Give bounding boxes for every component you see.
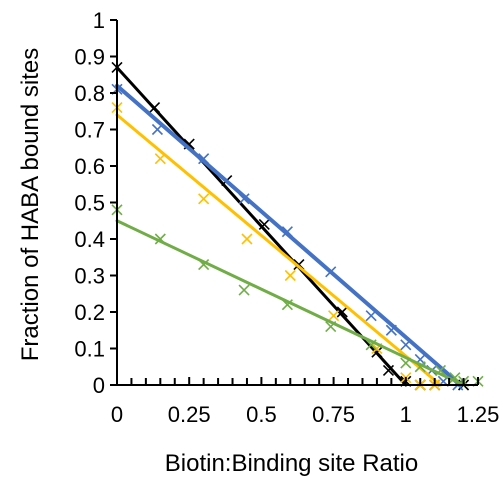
data-point: [325, 321, 337, 333]
data-point: [371, 346, 383, 358]
marker-stroke: [151, 123, 163, 136]
marker-stroke: [371, 346, 383, 358]
x-tick-label: 0.5: [246, 402, 277, 427]
data-point: [382, 364, 395, 376]
marker-stroke: [414, 361, 426, 373]
marker-stroke: [198, 193, 210, 205]
series-1: [111, 61, 470, 391]
marker-stroke: [154, 153, 166, 165]
marker-stroke: [325, 321, 337, 333]
series-3: [111, 102, 442, 391]
axes: [110, 19, 479, 386]
marker-stroke: [434, 364, 447, 376]
y-tick-label: 0.5: [74, 191, 105, 216]
data-point: [400, 339, 412, 351]
tick-labels: 0 0.1 0.2 0.3 0.4 0.5 0.6 0.7 0.8 0.9 1 0 0.25 0.5 0.7…: [74, 8, 499, 427]
x-tick-label: 0: [111, 402, 123, 427]
data-point: [148, 102, 161, 114]
data-point: [400, 357, 412, 369]
marker-stroke: [365, 339, 377, 351]
data-point: [281, 299, 293, 311]
marker-stroke: [328, 310, 340, 322]
y-tick-label: 0.1: [74, 337, 105, 362]
y-tick-label: 0.3: [74, 264, 105, 289]
data-point: [336, 306, 348, 318]
x-tick-label: 1: [400, 402, 412, 427]
data-point: [154, 153, 166, 165]
marker-stroke: [258, 218, 270, 230]
marker-stroke: [281, 226, 293, 238]
y-tick-label: 0.6: [74, 154, 105, 179]
trendline-3: [115, 113, 442, 387]
data-point: [328, 310, 340, 322]
data-point: [198, 153, 210, 165]
series-4: [111, 204, 484, 387]
data-point: [198, 258, 210, 271]
marker-stroke: [365, 310, 377, 322]
y-tick-label: 0: [93, 373, 105, 398]
marker-stroke: [154, 233, 166, 245]
marker-stroke: [148, 102, 161, 114]
marker-stroke: [293, 258, 305, 271]
marker-stroke: [198, 153, 210, 165]
marker-stroke: [400, 339, 412, 351]
marker-stroke: [238, 284, 250, 296]
marker-stroke: [336, 306, 348, 318]
marker-stroke: [281, 299, 293, 311]
marker-stroke: [382, 364, 395, 376]
data-point: [238, 284, 250, 296]
series-layer: [111, 61, 484, 391]
data-point: [281, 226, 293, 238]
marker-stroke: [325, 266, 337, 278]
data-point: [198, 193, 210, 205]
data-point: [365, 310, 377, 322]
marker-stroke: [241, 233, 253, 245]
y-tick-label: 0.2: [74, 300, 105, 325]
data-point: [154, 233, 166, 245]
data-point: [258, 218, 270, 230]
x-tick-label: 0.25: [168, 402, 211, 427]
data-point: [241, 233, 253, 245]
x-tick-label: 0.75: [312, 402, 355, 427]
data-point: [385, 324, 397, 336]
marker-stroke: [284, 269, 296, 282]
data-point: [284, 269, 296, 282]
marker-stroke: [198, 258, 210, 271]
data-point: [365, 339, 377, 351]
series-2: [111, 83, 464, 391]
data-point: [325, 266, 337, 278]
trendline-2: [115, 83, 463, 387]
y-tick-label: 0.7: [74, 118, 105, 143]
x-tick-label: 1.25: [457, 402, 500, 427]
marker-stroke: [400, 357, 412, 369]
y-tick-label: 0.9: [74, 45, 105, 70]
marker-stroke: [449, 372, 461, 384]
marker-stroke: [238, 193, 250, 205]
marker-stroke: [385, 324, 397, 336]
y-axis-title: Fraction of HABA bound sites: [17, 48, 44, 362]
data-point: [238, 193, 250, 205]
data-point: [414, 361, 426, 373]
x-axis-title: Biotin:Binding site Ratio: [165, 450, 418, 477]
y-tick-label: 1: [93, 8, 105, 33]
data-point: [449, 372, 461, 384]
data-point: [434, 364, 447, 376]
y-tick-label: 0.4: [74, 227, 105, 252]
data-point: [151, 123, 163, 136]
y-tick-label: 0.8: [74, 81, 105, 106]
